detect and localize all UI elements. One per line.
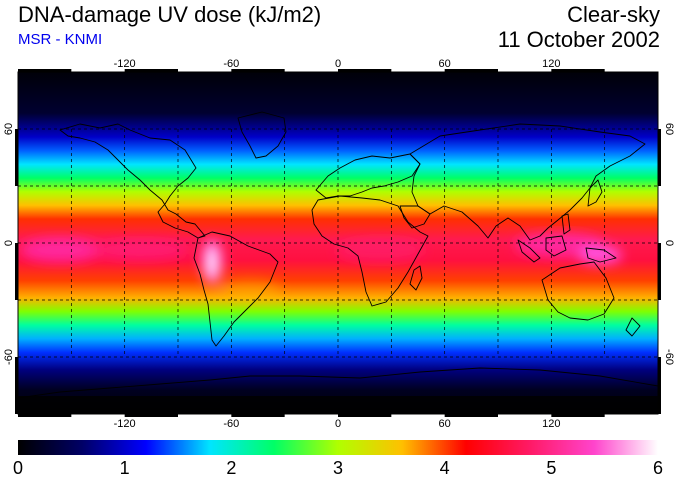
coast-sumatra [517,239,541,263]
coast-antarctica [18,367,658,399]
frame-tick [551,69,605,72]
frame-tick [15,243,18,300]
lon-label-bottom: -60 [223,418,239,430]
coast-arabia [399,205,431,229]
frame-ticks [15,69,661,417]
frame-tick [15,129,18,186]
frame-tick [658,129,661,186]
map-title: DNA-damage UV dose (kJ/m2) [18,2,322,27]
colorbar-tick-label: 0 [12,458,24,478]
frame-tick [444,69,498,72]
grid-lines [18,128,658,358]
frame-tick [658,357,661,414]
frame-tick [124,69,178,72]
coast-australia [541,261,615,321]
lat-label-left: -60 [3,349,15,365]
colorbar-tick-label: 4 [439,458,450,478]
lon-label-bottom: 120 [542,418,560,430]
map-date: 11 October 2002 [497,27,660,52]
colorbar-tick-label: 1 [119,458,130,478]
lon-label-bottom: -120 [114,418,136,430]
lon-label-top: 120 [542,58,560,70]
coast-borneo [545,235,567,257]
lon-label-top: 60 [439,58,451,70]
coast-europe [315,153,421,199]
colorbar-tick-label: 5 [546,458,557,478]
coast-africa [311,195,429,307]
frame-tick [18,69,72,72]
frame-tick [338,414,392,417]
coast-japan [587,179,603,207]
coastlines [18,111,658,399]
frame-tick [444,414,498,417]
coast-north-america [59,123,206,239]
map-subtitle: MSR - KNMI [18,31,103,48]
lat-label-right: 60 [663,123,675,135]
frame-tick [18,414,72,417]
colorbar-tick-label: 3 [332,458,344,478]
frame-tick [551,414,605,417]
colorbar [18,440,658,455]
frame-tick [658,243,661,300]
lon-label-bottom: 0 [335,418,341,430]
lat-label-left: 0 [3,240,15,246]
frame-tick [338,69,392,72]
lon-label-top: -60 [223,58,239,70]
axis-labels: -120 -120 -60 -60 0 0 60 60 120 120 60 60 0 0 -60 -60 [3,58,675,430]
lat-label-left: 60 [3,123,15,135]
coast-greenland [237,111,287,159]
coast-newzealand [625,317,641,337]
frame-tick [15,357,18,414]
frame-tick [231,69,285,72]
coast-philippines [561,213,571,235]
colorbar-tick-label: 6 [652,458,664,478]
colorbar-tick-label: 2 [226,458,237,478]
frame-tick [124,414,178,417]
lon-label-top: 0 [335,58,341,70]
coast-newguinea [585,247,617,263]
lat-label-right: -60 [663,349,675,365]
coast-south-america [193,231,279,347]
coast-madagascar [409,265,423,291]
lon-label-bottom: 60 [439,418,451,430]
lat-label-right: 0 [663,240,675,246]
lon-label-top: -120 [114,58,136,70]
sky-condition: Clear-sky [567,2,660,27]
frame-tick [231,414,285,417]
